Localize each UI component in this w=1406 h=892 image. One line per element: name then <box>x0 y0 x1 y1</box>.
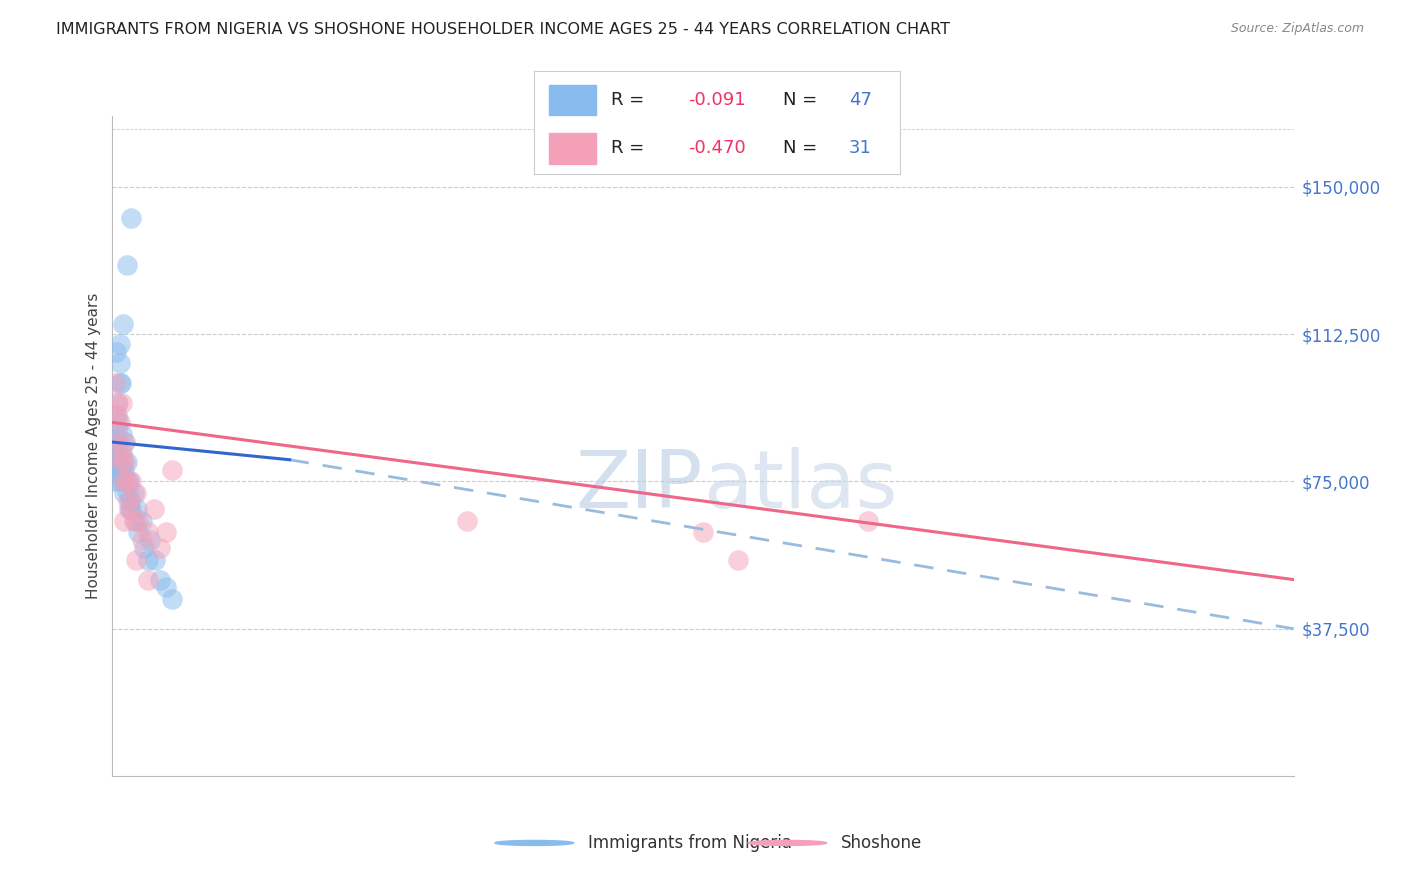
Point <box>149 541 172 556</box>
Point <box>105 396 128 410</box>
Text: Shoshone: Shoshone <box>841 834 922 852</box>
Point <box>127 514 149 528</box>
Point <box>120 501 142 516</box>
Text: Source: ZipAtlas.com: Source: ZipAtlas.com <box>1230 22 1364 36</box>
Point <box>110 376 132 391</box>
Point <box>127 501 149 516</box>
Point <box>104 455 127 469</box>
Point <box>122 514 145 528</box>
Point <box>107 475 129 489</box>
Point <box>155 525 177 540</box>
Text: Immigrants from Nigeria: Immigrants from Nigeria <box>588 834 792 852</box>
Point <box>727 553 749 567</box>
Point <box>107 396 129 410</box>
Point <box>127 525 149 540</box>
Point <box>108 376 131 391</box>
Point <box>131 533 153 548</box>
Point <box>112 462 135 476</box>
Text: -0.091: -0.091 <box>688 91 745 109</box>
Point <box>111 447 134 461</box>
Text: 31: 31 <box>849 139 872 157</box>
Point <box>124 514 146 528</box>
Text: -0.470: -0.470 <box>688 139 745 157</box>
Point <box>114 435 136 450</box>
Point <box>111 427 134 442</box>
Point <box>105 447 128 461</box>
Text: R =: R = <box>612 91 650 109</box>
Point <box>125 486 148 500</box>
Point <box>456 514 478 528</box>
Text: atlas: atlas <box>703 447 897 524</box>
Point <box>105 435 128 450</box>
Point <box>107 416 129 430</box>
Point <box>142 501 165 516</box>
Point <box>115 258 138 272</box>
Point <box>117 494 139 508</box>
Point <box>105 435 128 450</box>
Point <box>105 423 128 437</box>
Point <box>110 455 132 469</box>
Point <box>108 356 131 371</box>
Point <box>136 553 159 567</box>
Point <box>160 592 183 607</box>
Point <box>125 553 148 567</box>
Text: 47: 47 <box>849 91 872 109</box>
Point <box>115 475 138 489</box>
Point <box>122 486 145 500</box>
Text: 0.0%: 0.0% <box>112 815 152 830</box>
Point <box>105 408 128 422</box>
Circle shape <box>495 840 574 846</box>
Point <box>110 462 132 476</box>
Point <box>858 514 880 528</box>
Point <box>149 573 172 587</box>
Circle shape <box>748 840 827 846</box>
Point <box>115 475 138 489</box>
Point <box>139 533 162 548</box>
Point <box>105 408 128 422</box>
Point <box>111 396 134 410</box>
Point <box>117 486 139 500</box>
Point <box>115 455 138 469</box>
Point <box>112 475 135 489</box>
Text: IMMIGRANTS FROM NIGERIA VS SHOSHONE HOUSEHOLDER INCOME AGES 25 - 44 YEARS CORREL: IMMIGRANTS FROM NIGERIA VS SHOSHONE HOUS… <box>56 22 950 37</box>
Text: N =: N = <box>783 139 823 157</box>
Point <box>104 376 127 391</box>
Point <box>136 573 159 587</box>
Point <box>105 462 128 476</box>
Point <box>112 514 135 528</box>
Point <box>103 475 125 489</box>
Point <box>120 494 142 508</box>
Text: N =: N = <box>783 91 823 109</box>
Point <box>118 475 141 489</box>
Text: ZIP: ZIP <box>575 447 703 524</box>
Point <box>131 514 153 528</box>
Point <box>114 455 136 469</box>
Point <box>108 336 131 351</box>
Point <box>112 455 135 469</box>
Point <box>108 416 131 430</box>
Point <box>112 486 135 500</box>
Point <box>118 501 141 516</box>
Y-axis label: Householder Income Ages 25 - 44 years: Householder Income Ages 25 - 44 years <box>86 293 101 599</box>
Text: R =: R = <box>612 139 650 157</box>
Point <box>111 447 134 461</box>
Point <box>112 317 135 331</box>
Point <box>107 455 129 469</box>
Point <box>143 553 166 567</box>
Point <box>155 581 177 595</box>
Point <box>105 344 128 359</box>
Text: 100.0%: 100.0% <box>1236 815 1294 830</box>
Point <box>120 475 142 489</box>
Point <box>107 435 129 450</box>
FancyBboxPatch shape <box>548 133 596 163</box>
Point <box>160 462 183 476</box>
Point <box>692 525 714 540</box>
Point <box>136 525 159 540</box>
FancyBboxPatch shape <box>548 85 596 115</box>
Point <box>134 541 156 556</box>
Point <box>112 435 135 450</box>
Point <box>120 501 142 516</box>
Point <box>112 475 135 489</box>
Point <box>120 211 142 226</box>
